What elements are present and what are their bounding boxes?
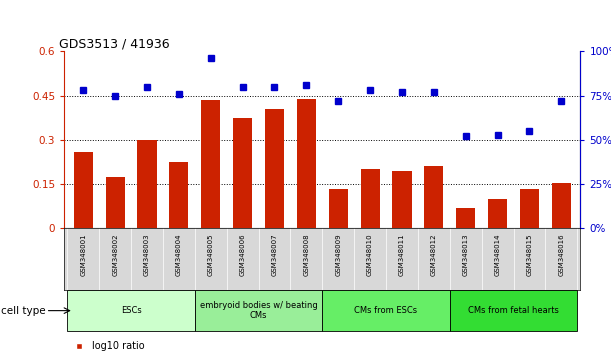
Text: GSM348007: GSM348007 [271, 233, 277, 276]
Bar [67, 290, 195, 331]
Bar [169, 162, 188, 228]
Bar [195, 290, 323, 331]
Text: GSM348015: GSM348015 [527, 233, 532, 276]
Bar [552, 183, 571, 228]
Bar [106, 177, 125, 228]
Bar [265, 109, 284, 228]
Text: GSM348014: GSM348014 [494, 233, 500, 276]
Text: GSM348010: GSM348010 [367, 233, 373, 276]
Text: GSM348004: GSM348004 [176, 233, 182, 276]
Legend: log10 ratio, percentile rank within the sample: log10 ratio, percentile rank within the … [69, 341, 257, 354]
Bar [329, 188, 348, 228]
Bar [297, 98, 316, 228]
Text: GDS3513 / 41936: GDS3513 / 41936 [59, 37, 170, 50]
Text: CMs from fetal hearts: CMs from fetal hearts [468, 306, 559, 315]
Text: GSM348008: GSM348008 [304, 233, 309, 276]
Text: GSM348002: GSM348002 [112, 233, 118, 276]
Text: GSM348011: GSM348011 [399, 233, 405, 276]
Text: CMs from ESCs: CMs from ESCs [354, 306, 417, 315]
Bar [74, 152, 93, 228]
Bar [450, 290, 577, 331]
Text: ESCs: ESCs [121, 306, 142, 315]
Bar [137, 140, 156, 228]
Text: GSM348001: GSM348001 [80, 233, 86, 276]
Bar [233, 118, 252, 228]
Text: GSM348003: GSM348003 [144, 233, 150, 276]
Text: GSM348005: GSM348005 [208, 233, 214, 276]
Bar [323, 290, 450, 331]
Bar [360, 169, 379, 228]
Bar [488, 199, 507, 228]
Bar [201, 100, 221, 228]
Bar [392, 171, 412, 228]
Text: GSM348016: GSM348016 [558, 233, 565, 276]
Text: embryoid bodies w/ beating
CMs: embryoid bodies w/ beating CMs [200, 301, 318, 320]
Text: GSM348013: GSM348013 [463, 233, 469, 276]
Text: GSM348012: GSM348012 [431, 233, 437, 276]
Bar [456, 208, 475, 228]
Text: GSM348006: GSM348006 [240, 233, 246, 276]
Text: cell type: cell type [1, 306, 46, 316]
Text: GSM348009: GSM348009 [335, 233, 341, 276]
Bar [424, 166, 444, 228]
Bar [520, 188, 539, 228]
